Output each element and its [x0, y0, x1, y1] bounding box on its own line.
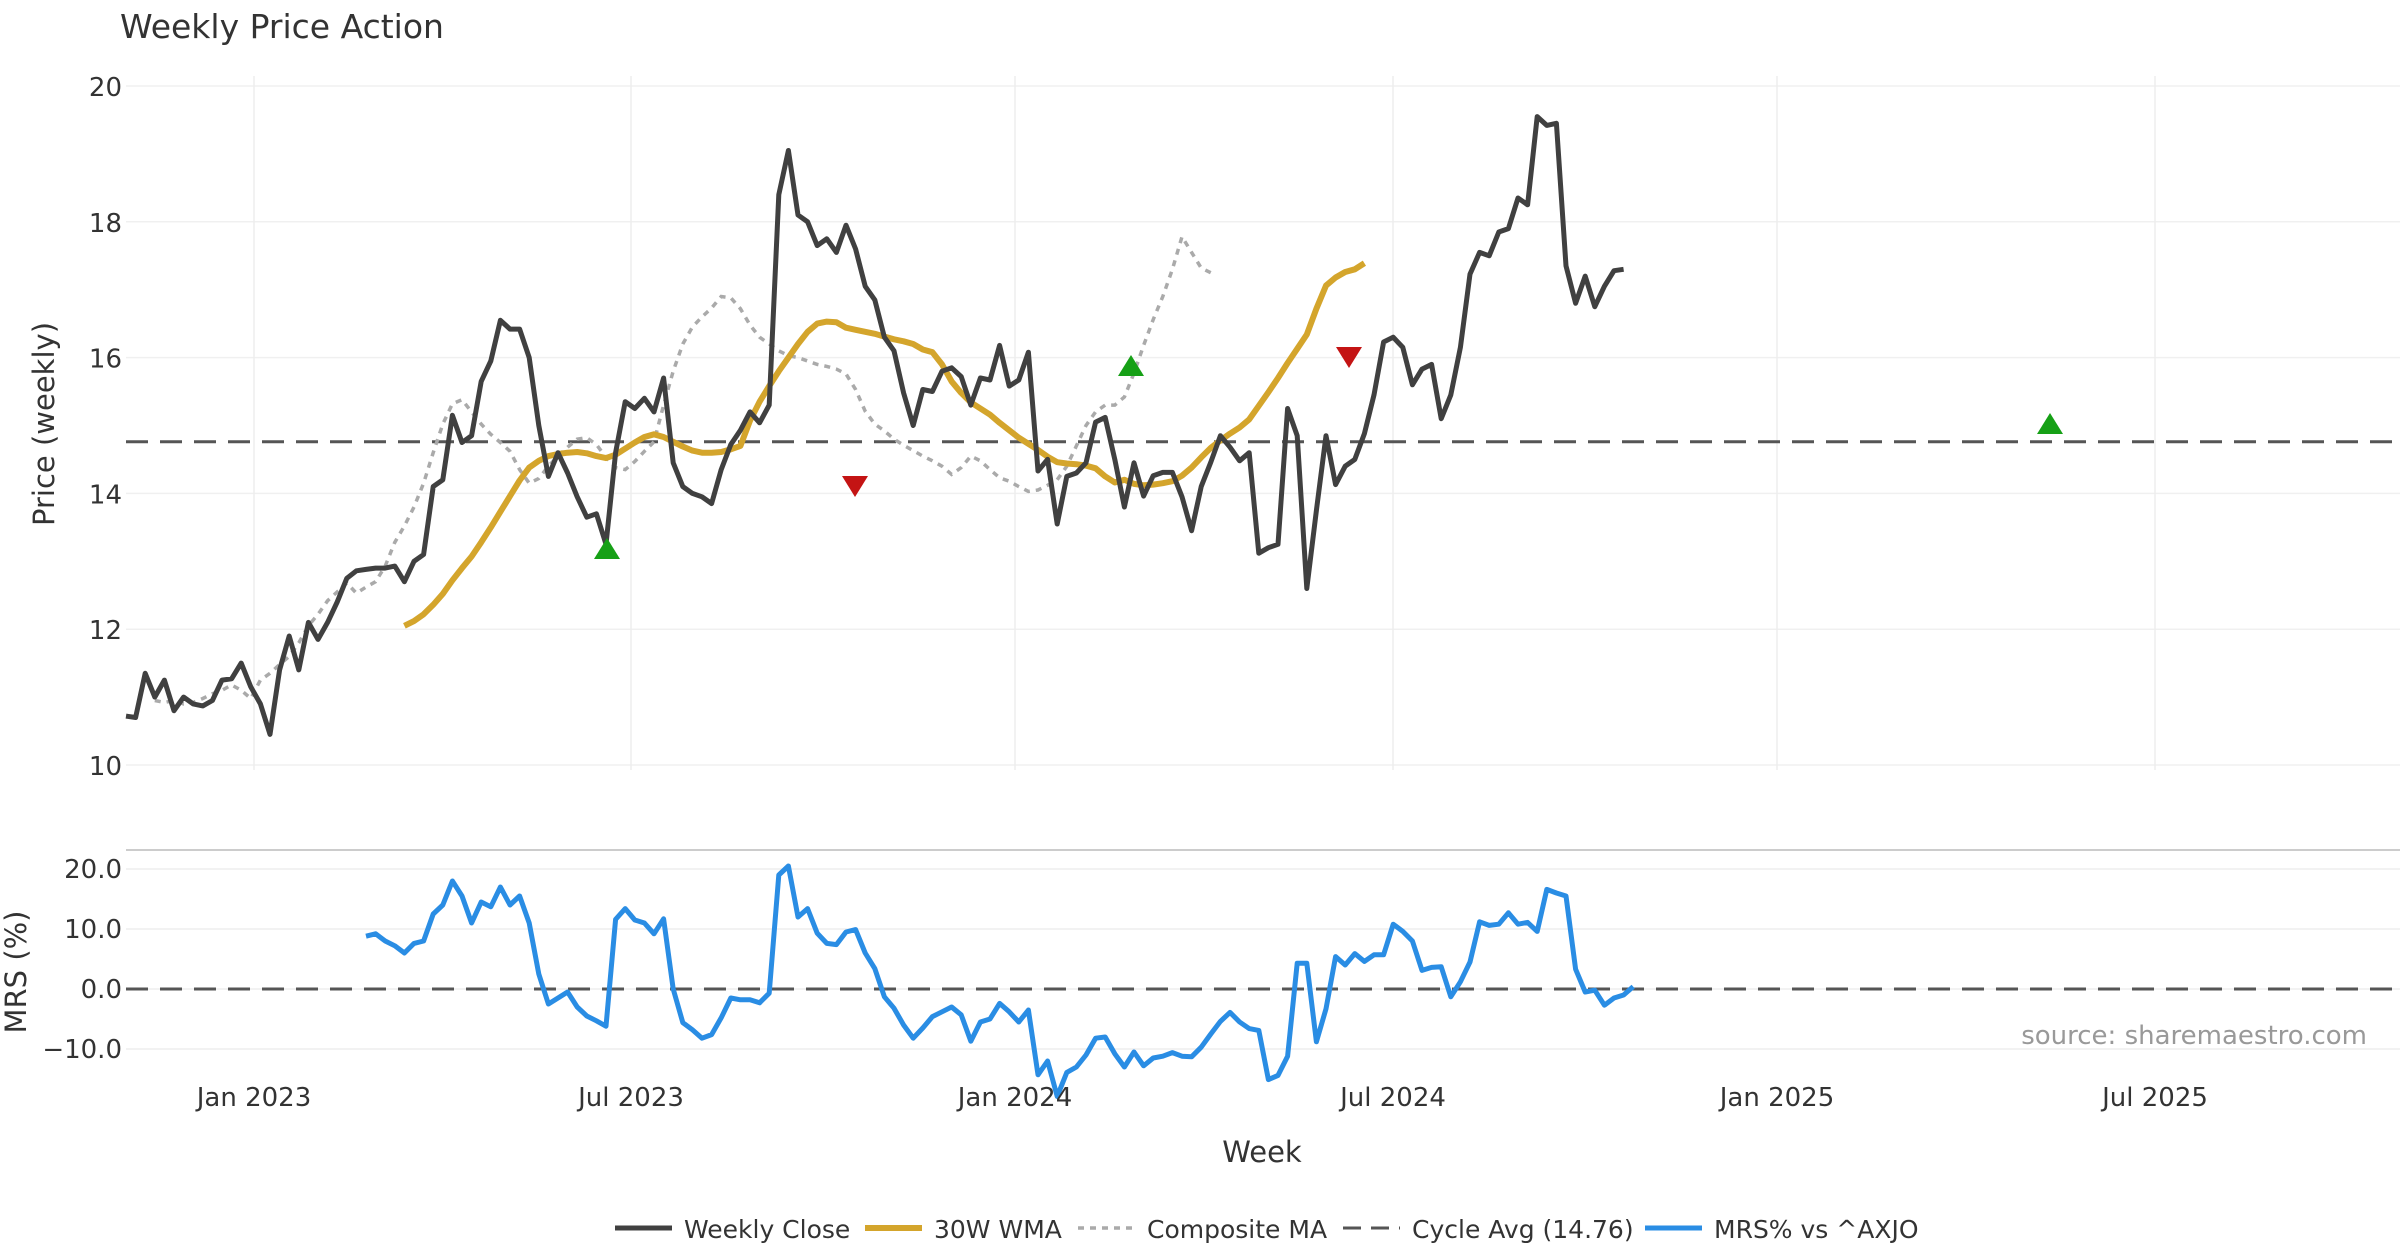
mrs-y-tick-label: 10.0 — [64, 915, 122, 945]
signal-markers — [594, 347, 2063, 559]
price-y-tick-label: 12 — [89, 616, 122, 646]
buy-signal-marker — [1118, 355, 1144, 376]
legend-label-cycle: Cycle Avg (14.76) — [1412, 1215, 1634, 1244]
mrs-y-tick-label: −10.0 — [42, 1035, 122, 1065]
x-tick-label: Jul 2023 — [576, 1083, 684, 1113]
buy-signal-marker — [594, 538, 620, 559]
x-tick-label: Jan 2024 — [956, 1083, 1073, 1113]
mrs-y-tick-label: 0.0 — [81, 975, 122, 1005]
sell-signal-marker — [842, 476, 868, 497]
x-tick-label: Jan 2025 — [1718, 1083, 1835, 1113]
chart-title: Weekly Price Action — [120, 7, 444, 46]
legend: Weekly Close 30W WMA Composite MA Cycle … — [615, 1215, 1919, 1244]
price-y-tick-label: 10 — [89, 752, 122, 782]
x-tick-label: Jul 2025 — [2100, 1083, 2208, 1113]
mrs-y-tick-label: 20.0 — [64, 855, 122, 885]
x-axis-label: Week — [1222, 1135, 1302, 1169]
mrs-y-axis-label: MRS (%) — [0, 911, 33, 1034]
mrs-series — [365, 863, 1635, 1099]
mrs-panel: −10.0 0.0 10.0 20.0 MRS (%) source: sharema… — [0, 855, 2400, 1099]
price-gridlines — [126, 76, 2400, 770]
sell-signal-marker — [1336, 347, 1362, 368]
x-tick-label: Jan 2023 — [195, 1083, 312, 1113]
price-y-tick-label: 20 — [89, 73, 122, 103]
legend-label-weekly-close: Weekly Close — [684, 1215, 850, 1244]
source-note: source: sharemaestro.com — [2021, 1021, 2367, 1051]
wma-30w-series — [403, 260, 1367, 629]
mrs-y-ticks: −10.0 0.0 10.0 20.0 — [42, 855, 122, 1065]
legend-label-wma: 30W WMA — [934, 1215, 1062, 1244]
x-tick-label: Jul 2024 — [1338, 1083, 1446, 1113]
legend-label-composite: Composite MA — [1147, 1215, 1327, 1244]
buy-signal-marker — [2037, 413, 2063, 434]
price-y-axis-label: Price (weekly) — [27, 322, 61, 526]
price-y-tick-label: 14 — [89, 480, 122, 510]
legend-label-mrs: MRS% vs ^AXJO — [1714, 1215, 1919, 1244]
x-tick-labels: Jan 2023 Jul 2023 Jan 2024 Jul 2024 Jan 2025… — [195, 1083, 2208, 1113]
price-y-ticks: 10 12 14 16 18 20 — [89, 73, 122, 782]
price-y-tick-label: 16 — [89, 345, 122, 375]
composite-ma-series — [154, 232, 1212, 706]
price-y-tick-label: 18 — [89, 209, 122, 239]
weekly-close-series — [125, 114, 1624, 737]
price-panel: 10 12 14 16 18 20 Price (weekly) — [27, 73, 2400, 782]
